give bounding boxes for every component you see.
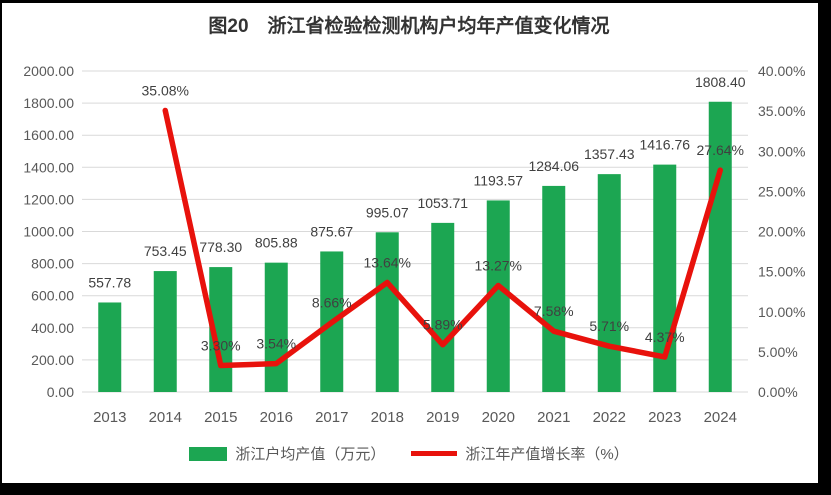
photo-border-left xyxy=(0,0,2,495)
bar-value-label: 1416.76 xyxy=(639,137,690,153)
line-value-label: 13.27% xyxy=(475,258,522,274)
line-value-label: 3.54% xyxy=(256,336,296,352)
x-axis-label: 2021 xyxy=(537,409,570,426)
left-axis-tick-label: 600.00 xyxy=(31,288,74,304)
line-series-swatch-icon xyxy=(411,451,458,456)
left-axis-tick-label: 800.00 xyxy=(31,256,74,272)
right-axis-tick-label: 10.00% xyxy=(758,304,805,320)
bar-value-label: 1808.40 xyxy=(695,74,746,90)
bar-2024 xyxy=(708,101,732,392)
x-axis-label: 2013 xyxy=(93,409,126,426)
line-value-label: 35.08% xyxy=(142,82,189,98)
x-axis-label: 2023 xyxy=(648,409,681,426)
right-axis-tick-label: 25.00% xyxy=(758,183,805,199)
legend-label-line-series: 浙江年产值增长率（%） xyxy=(465,446,629,463)
bar-2020 xyxy=(486,200,510,392)
left-axis-tick-label: 1800.00 xyxy=(23,95,74,111)
x-axis-label: 2024 xyxy=(704,409,737,426)
legend-item-line-series: 浙江年产值增长率（%） xyxy=(411,443,629,464)
left-axis-tick-label: 1200.00 xyxy=(23,191,74,207)
x-axis-label: 2016 xyxy=(260,409,293,426)
line-value-label: 13.64% xyxy=(364,255,411,271)
right-axis-tick-label: 30.00% xyxy=(758,143,805,159)
bar-value-label: 753.45 xyxy=(144,243,187,259)
bar-value-label: 875.67 xyxy=(310,223,353,239)
right-axis-tick-label: 40.00% xyxy=(758,63,805,79)
right-axis-tick-label: 0.00% xyxy=(758,384,798,400)
growth-line xyxy=(162,107,723,369)
left-axis-tick-label: 1000.00 xyxy=(23,224,74,240)
bar-value-label: 557.78 xyxy=(88,274,131,290)
bar-2018 xyxy=(375,232,399,392)
bar-series-swatch-icon xyxy=(189,446,228,461)
photo-border-bottom xyxy=(0,483,831,495)
x-axis-label: 2015 xyxy=(204,409,237,426)
bar-value-label: 1193.57 xyxy=(473,172,523,188)
right-axis-tick-label: 35.00% xyxy=(758,103,805,119)
x-axis-label: 2022 xyxy=(593,409,626,426)
bar-2016 xyxy=(264,262,288,392)
x-axis-label: 2017 xyxy=(315,409,348,426)
bar-2014 xyxy=(153,271,177,392)
left-axis-tick-label: 1400.00 xyxy=(23,159,74,175)
bar-2022 xyxy=(597,174,621,392)
left-axis-tick-label: 2000.00 xyxy=(23,63,74,79)
bar-value-label: 1284.06 xyxy=(528,158,579,174)
legend: 浙江户均产值（万元） 浙江年产值增长率（%） xyxy=(0,443,818,464)
photo-border-top xyxy=(0,0,831,3)
photo-border-right xyxy=(818,0,831,495)
bar-2015 xyxy=(209,267,233,392)
right-axis-tick-label: 20.00% xyxy=(758,224,805,240)
line-value-label: 4.37% xyxy=(645,329,685,345)
left-axis-tick-label: 200.00 xyxy=(31,352,74,368)
line-value-label: 7.58% xyxy=(534,303,574,319)
bar-value-label: 1053.71 xyxy=(417,195,468,211)
right-axis-tick-label: 5.00% xyxy=(758,344,798,360)
x-axis-label: 2014 xyxy=(149,409,182,426)
x-axis-label: 2019 xyxy=(426,409,459,426)
bar-value-label: 995.07 xyxy=(366,204,409,220)
bar-value-label: 805.88 xyxy=(255,235,298,251)
line-value-label: 8.66% xyxy=(312,295,352,311)
left-axis-tick-label: 0.00 xyxy=(47,384,74,400)
x-axis-label: 2020 xyxy=(482,409,515,426)
line-value-label: 5.89% xyxy=(423,317,463,333)
bar-value-label: 778.30 xyxy=(199,239,242,255)
line-value-label: 5.71% xyxy=(589,318,629,334)
bar-2019 xyxy=(431,222,455,392)
chart-title: 图20 浙江省检验检测机构户均年产值变化情况 xyxy=(208,16,610,37)
bar-value-label: 1357.43 xyxy=(584,146,635,162)
left-axis-tick-label: 400.00 xyxy=(31,320,74,336)
bar-2013 xyxy=(98,302,122,392)
x-axis-label: 2018 xyxy=(371,409,404,426)
bar-2021 xyxy=(542,185,566,392)
right-axis-tick-label: 15.00% xyxy=(758,264,805,280)
line-value-label: 3.30% xyxy=(201,338,241,354)
line-value-label: 27.64% xyxy=(697,142,744,158)
legend-label-bar-series: 浙江户均产值（万元） xyxy=(235,446,386,463)
left-axis-tick-label: 1600.00 xyxy=(23,127,74,143)
legend-item-bar-series: 浙江户均产值（万元） xyxy=(189,443,385,464)
